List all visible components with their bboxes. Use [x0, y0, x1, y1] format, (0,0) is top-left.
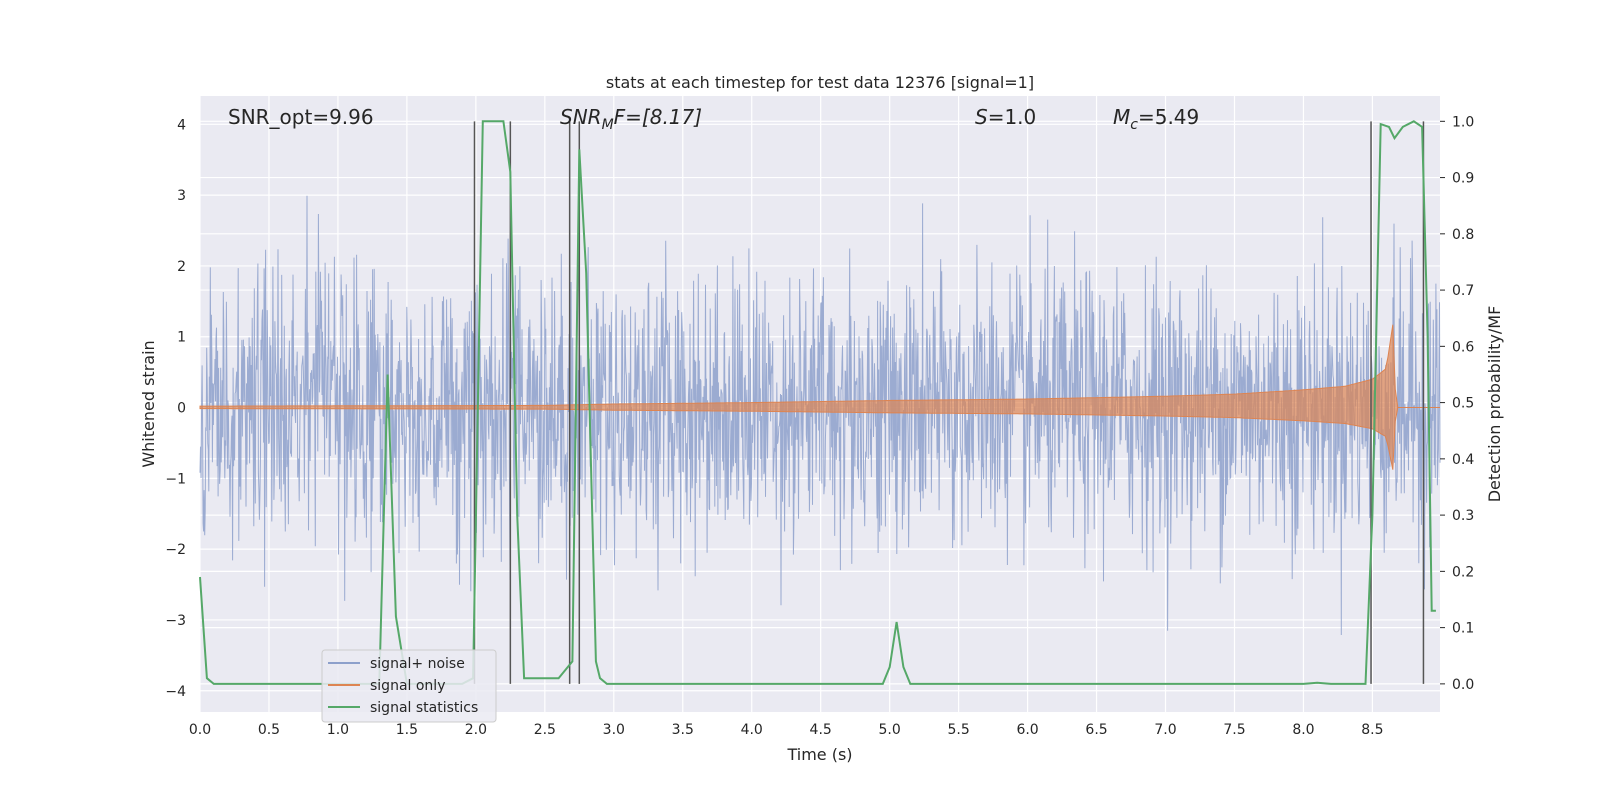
x-tick-label: 8.0 — [1292, 722, 1314, 738]
legend-label-signal-plus-noise: signal+ noise — [370, 656, 465, 672]
y-tick-label-left: 2 — [177, 259, 186, 275]
signal-only-band — [199, 324, 1440, 470]
snr-mf-subscript: M — [602, 117, 614, 133]
s-value: =1.0 — [988, 105, 1037, 129]
x-tick-label: 1.5 — [396, 722, 418, 738]
legend-label-signal-only: signal only — [370, 678, 445, 694]
y-tick-label-right: 0.8 — [1452, 227, 1474, 243]
chart-title: stats at each timestep for test data 123… — [606, 73, 1034, 92]
x-tick-label: 4.0 — [741, 722, 763, 738]
y-tick-label-left: 4 — [177, 117, 186, 133]
x-tick-label: 7.5 — [1223, 722, 1245, 738]
snr-mf-rest-f: F=[8.17] — [614, 105, 702, 129]
x-tick-label: 5.5 — [947, 722, 969, 738]
mc-label: M — [1113, 105, 1130, 129]
x-tick-label: 2.5 — [534, 722, 556, 738]
y-tick-label-left: −1 — [165, 471, 186, 487]
annotation-s: S=1.0 — [975, 105, 1036, 129]
x-tick-label: 8.5 — [1361, 722, 1383, 738]
y-tick-label-right: 0.3 — [1452, 508, 1474, 524]
x-tick-label: 6.0 — [1016, 722, 1038, 738]
x-tick-label: 1.0 — [327, 722, 349, 738]
y-tick-label-right: 0.7 — [1452, 283, 1474, 299]
snr-mf-label: SNR — [560, 105, 602, 129]
y-axis-label-left: Whitened strain — [139, 340, 158, 467]
y-tick-label-left: 0 — [177, 401, 186, 417]
x-tick-label: 3.5 — [672, 722, 694, 738]
x-tick-label: 5.0 — [879, 722, 901, 738]
y-tick-label-right: 0.4 — [1452, 452, 1474, 468]
series-signal-only — [199, 324, 1440, 470]
mc-value: =5.49 — [1138, 105, 1199, 129]
y-tick-label-right: 1.0 — [1452, 114, 1474, 130]
y-tick-label-left: 3 — [177, 188, 186, 204]
y-tick-label-right: 0.1 — [1452, 621, 1474, 637]
mc-subscript: c — [1130, 117, 1138, 133]
y-tick-label-right: 0.9 — [1452, 171, 1474, 187]
x-tick-label: 4.5 — [810, 722, 832, 738]
s-label: S — [975, 105, 988, 129]
x-tick-label: 0.0 — [189, 722, 211, 738]
y-tick-label-left: 1 — [177, 330, 186, 346]
x-tick-label: 0.5 — [258, 722, 280, 738]
y-axis-label-right: Detection probability/MF — [1485, 306, 1504, 503]
y-tick-label-left: −4 — [165, 684, 186, 700]
annotation-mc: Mc=5.49 — [1113, 105, 1199, 133]
y-tick-label-left: −3 — [165, 613, 186, 629]
y-tick-label-right: 0.2 — [1452, 564, 1474, 580]
x-tick-label: 2.0 — [465, 722, 487, 738]
legend-label-signal-statistics: signal statistics — [370, 700, 478, 716]
x-tick-label: 3.0 — [603, 722, 625, 738]
annotation-snr-mf: SNRMF=[8.17] — [560, 105, 702, 133]
y-tick-label-right: 0.6 — [1452, 339, 1474, 355]
x-axis-label: Time (s) — [786, 745, 852, 764]
legend: signal+ noise signal only signal statist… — [321, 649, 497, 723]
tick-labels: 0.0 0.5 1.0 1.5 2.0 2.5 3.0 3.5 4.0 4.5 5.0 5.5 6.0 6… — [165, 114, 1474, 738]
y-tick-label-left: −2 — [165, 542, 186, 558]
annotation-snr-opt: SNR_opt=9.96 — [228, 105, 374, 129]
x-tick-label: 7.0 — [1154, 722, 1176, 738]
legend-box — [321, 649, 497, 723]
y-tick-label-right: 0.0 — [1452, 677, 1474, 693]
x-tick-label: 6.5 — [1085, 722, 1107, 738]
y-tick-label-right: 0.5 — [1452, 396, 1474, 412]
